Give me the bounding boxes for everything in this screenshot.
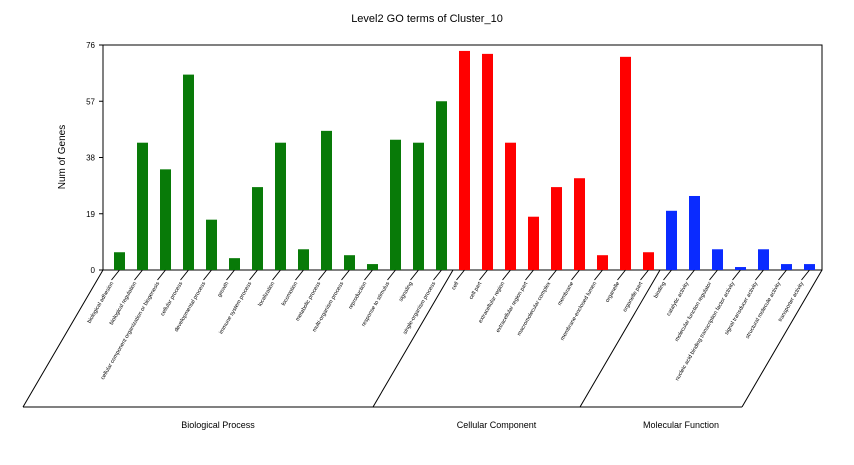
x-tick-label: cell: [451, 281, 460, 291]
bar: [114, 252, 125, 270]
group-label: Cellular Component: [457, 420, 537, 430]
chart-title: Level2 GO terms of Cluster_10: [351, 13, 503, 25]
x-tick: [778, 269, 787, 281]
x-tick-label: signaling: [398, 281, 414, 303]
bar: [597, 255, 608, 270]
bars-group: [114, 50, 815, 271]
x-tick: [617, 269, 626, 281]
x-tick: [640, 269, 649, 281]
bar: [620, 56, 631, 271]
x-tick-label: catalytic activity: [666, 281, 690, 317]
bar: [390, 139, 401, 270]
x-tick: [709, 269, 718, 281]
x-tick: [686, 269, 695, 281]
bar: [643, 252, 654, 270]
x-tick-label: transporter activity: [778, 281, 806, 323]
x-tick: [732, 269, 741, 281]
bar: [781, 264, 792, 270]
group-separator: [579, 269, 661, 408]
bar: [298, 249, 309, 270]
x-tick: [594, 269, 603, 281]
x-tick-label: metabolic process: [295, 281, 322, 323]
x-tick: [571, 269, 580, 281]
y-axis-label: Num of Genes: [57, 125, 68, 189]
bar: [505, 142, 516, 270]
x-tick-label: cellular process: [160, 281, 184, 317]
y-tick-label: 57: [86, 97, 95, 106]
bar: [689, 195, 700, 270]
x-tick: [272, 269, 281, 281]
bar: [459, 50, 470, 270]
x-tick: [364, 269, 373, 281]
x-tick: [157, 269, 166, 281]
group-separator: [372, 269, 454, 408]
group-separator: [22, 269, 104, 408]
bar: [413, 142, 424, 270]
x-tick-label: locomotion: [281, 281, 300, 307]
x-tick-label: localization: [257, 281, 276, 308]
x-tick: [341, 269, 350, 281]
x-tick: [548, 269, 557, 281]
x-tick-label: organelle part: [622, 281, 644, 314]
bar: [367, 264, 378, 270]
x-tick-label: organelle: [605, 281, 622, 304]
bar: [574, 178, 585, 270]
y-tick-label: 19: [86, 210, 95, 219]
x-tick: [502, 269, 511, 281]
bar: [482, 53, 493, 271]
y-tick-label: 38: [86, 154, 95, 163]
x-tick: [479, 269, 488, 281]
bar: [137, 142, 148, 270]
x-tick: [410, 269, 419, 281]
x-tick-label: cell part: [468, 281, 483, 301]
x-tick: [456, 269, 465, 281]
bar: [735, 267, 746, 270]
x-tick-label: growth: [217, 281, 230, 298]
x-tick: [433, 269, 442, 281]
x-tick: [318, 269, 327, 281]
bar: [206, 219, 217, 270]
x-tick: [226, 269, 235, 281]
bar: [712, 249, 723, 270]
category-groups: Biological Process Cellular Component Mole…: [22, 269, 823, 430]
group-label: Molecular Function: [643, 420, 719, 430]
group-separator: [741, 269, 823, 408]
x-tick: [180, 269, 189, 281]
x-tick: [525, 269, 534, 281]
x-tick: [663, 269, 672, 281]
bar: [758, 249, 769, 270]
bar: [551, 187, 562, 270]
bar: [229, 258, 240, 270]
bar: [183, 74, 194, 271]
y-tick-label: 0: [91, 266, 96, 275]
x-tick-label: membrane: [557, 281, 575, 307]
bar: [528, 216, 539, 270]
x-tick: [249, 269, 258, 281]
x-tick: [801, 269, 810, 281]
x-tick: [755, 269, 764, 281]
x-tick: [387, 269, 396, 281]
x-tick-label: reproduction: [348, 281, 368, 310]
y-tick-label: 76: [86, 41, 95, 50]
x-tick: [111, 269, 120, 281]
bar: [436, 101, 447, 270]
bar: [321, 130, 332, 270]
bar: [275, 142, 286, 270]
bar: [804, 264, 815, 270]
bar: [666, 210, 677, 270]
group-label: Biological Process: [181, 420, 255, 430]
x-tick: [203, 269, 212, 281]
bar: [252, 187, 263, 270]
x-tick-label: binding: [653, 281, 667, 299]
y-axis: 0 19 38 57 76: [86, 41, 103, 275]
x-tick: [295, 269, 304, 281]
bar: [344, 255, 355, 270]
bar: [160, 169, 171, 270]
x-tick: [134, 269, 143, 281]
